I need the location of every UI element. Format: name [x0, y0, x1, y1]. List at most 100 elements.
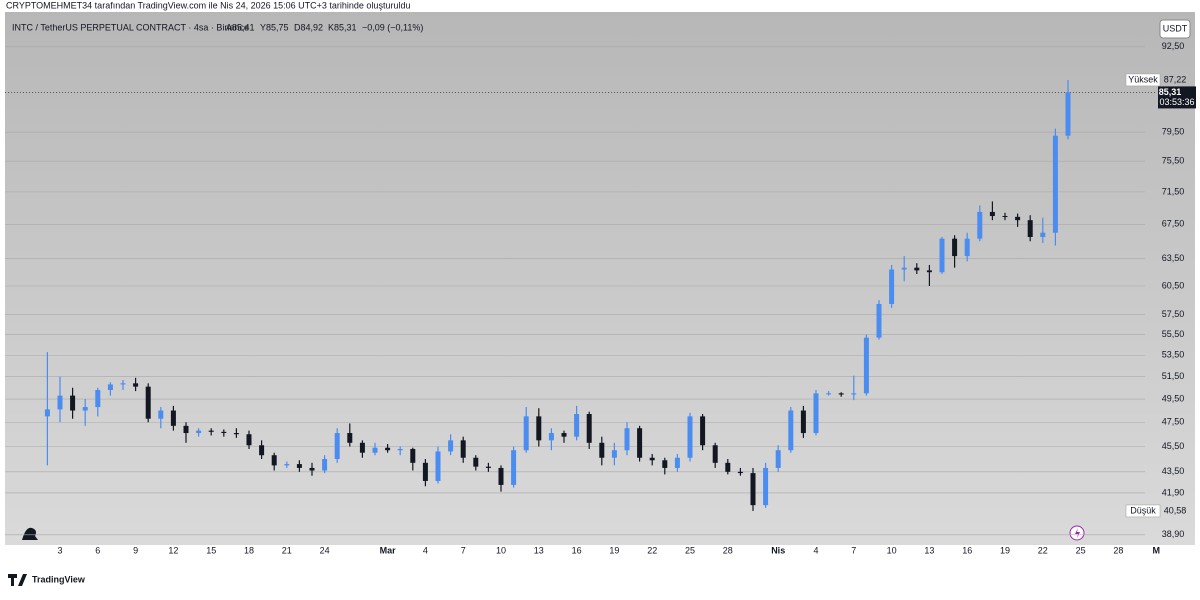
change: −0,09 (−0,11%) — [362, 22, 423, 32]
x-tick-label: 25 — [1076, 545, 1086, 555]
y-tick-label: 92,50 — [1162, 41, 1185, 51]
candle-body — [460, 440, 466, 458]
candle-body — [889, 269, 895, 304]
x-tick-label: 12 — [168, 545, 178, 555]
candle-body — [700, 416, 706, 446]
candle-body — [82, 407, 88, 411]
candle-body — [246, 434, 252, 446]
candle-body — [448, 440, 454, 452]
candle-body — [788, 410, 794, 451]
x-tick-label: 10 — [496, 545, 506, 555]
ohlc-value: A85,41 — [226, 22, 255, 32]
candle-body — [523, 416, 529, 451]
last-price-value: 85,31 — [1159, 87, 1182, 97]
x-tick-label: 22 — [647, 545, 657, 555]
x-tick-label: 24 — [320, 545, 330, 555]
y-tick-label: 53,50 — [1162, 350, 1185, 360]
banner: CRYPTOMEHMET34 tarafından TradingView.co… — [6, 0, 410, 10]
candle-body — [259, 445, 265, 456]
ohlc-value: Y85,75 — [260, 22, 289, 32]
candles — [44, 79, 1071, 511]
candle-body — [1052, 135, 1058, 233]
x-tick-label: 22 — [1038, 545, 1048, 555]
y-tick-label: 47,50 — [1162, 417, 1185, 427]
brand-logo — [8, 574, 27, 586]
x-tick-label: 16 — [962, 545, 972, 555]
candle-body — [952, 238, 958, 257]
candle-body — [800, 410, 806, 434]
candle-body — [511, 450, 517, 485]
x-tick-label: 21 — [282, 545, 292, 555]
candle-body — [473, 457, 479, 467]
candle-body — [196, 430, 202, 434]
candle-body — [662, 460, 668, 468]
tv-icon — [22, 527, 38, 540]
candle-body — [574, 414, 580, 437]
x-tick-label: 19 — [1000, 545, 1010, 555]
x-tick-label: 6 — [95, 545, 100, 555]
candle-body — [750, 473, 756, 506]
candle-body — [737, 471, 743, 474]
x-tick-label: 28 — [1113, 545, 1123, 555]
candle-body — [44, 409, 50, 417]
y-tick-label: 79,50 — [1162, 127, 1185, 137]
candle-body — [813, 393, 819, 434]
ohlc-value: K85,31 — [328, 22, 357, 32]
candle-body — [309, 467, 315, 471]
candle-body — [674, 457, 680, 468]
x-tick-label: 19 — [609, 545, 619, 555]
candle-body — [498, 467, 504, 485]
candle-body — [271, 455, 277, 466]
candle-body — [145, 386, 151, 419]
countdown: 03:53:36 — [1159, 97, 1194, 107]
candle-body — [826, 393, 832, 395]
y-tick-label: 60,50 — [1162, 280, 1185, 290]
candle-body — [851, 393, 857, 395]
candle-body — [901, 267, 907, 270]
x-tick-label: M — [1152, 545, 1160, 555]
plot-background — [5, 12, 1195, 545]
candle-body — [221, 431, 227, 434]
currency: USDT — [1163, 23, 1188, 33]
candle-body — [914, 267, 920, 271]
candle-body — [599, 442, 605, 458]
price-label-value: 40,58 — [1164, 505, 1187, 515]
candle-body — [120, 383, 126, 385]
y-tick-label: 38,90 — [1162, 529, 1185, 539]
candle-body — [964, 238, 970, 257]
candle-body — [977, 211, 983, 239]
x-tick-label: 3 — [57, 545, 62, 555]
candle-body — [208, 430, 214, 432]
price-label-box — [1125, 504, 1161, 518]
x-tick-label: 13 — [534, 545, 544, 555]
candle-body — [296, 464, 302, 468]
candle-body — [133, 383, 139, 387]
y-tick-label: 57,50 — [1162, 309, 1185, 319]
candle-body — [435, 451, 441, 481]
candle-body — [926, 270, 932, 273]
candle-body — [1015, 216, 1021, 221]
x-tick-label: 16 — [572, 545, 582, 555]
x-tick-label: 25 — [685, 545, 695, 555]
alert-icon[interactable] — [1069, 525, 1085, 541]
candle-body — [725, 462, 731, 472]
candle-body — [876, 303, 882, 338]
candle-body — [322, 459, 328, 471]
x-tick-label: 4 — [423, 545, 428, 555]
price-label-name: Yüksek — [1128, 74, 1158, 84]
candle-body — [561, 433, 567, 437]
price-label-name: Düşük — [1130, 505, 1156, 515]
y-tick-label: 55,50 — [1162, 329, 1185, 339]
y-tick-label: 71,50 — [1162, 186, 1185, 196]
y-tick-label: 49,50 — [1162, 393, 1185, 403]
candle-body — [838, 393, 844, 395]
candle-body — [687, 416, 693, 458]
candle-body — [712, 445, 718, 463]
candle-body — [57, 395, 63, 410]
candle-body — [284, 464, 290, 466]
candle-body — [422, 462, 428, 481]
currency-button[interactable] — [1159, 19, 1191, 39]
candle-body — [372, 447, 378, 453]
